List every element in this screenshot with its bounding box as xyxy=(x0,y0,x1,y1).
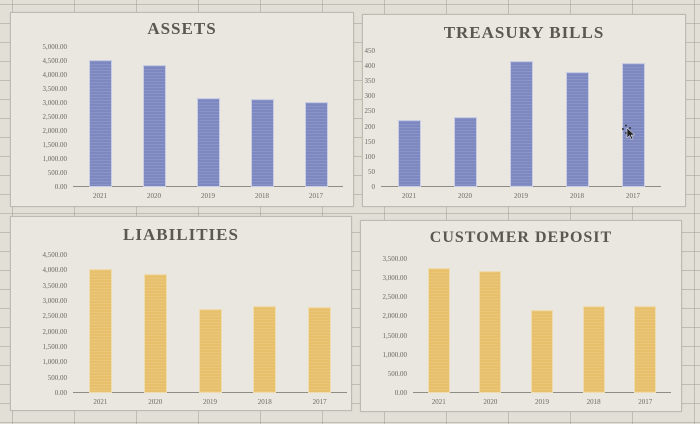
bar-2017[interactable] xyxy=(309,308,331,392)
bar-2020[interactable] xyxy=(143,65,165,186)
y-axis-tick-label: 3,000.00 xyxy=(382,274,408,283)
x-axis-line xyxy=(73,392,347,393)
assets-chart[interactable]: ASSETS 0.00 500.00 1,000.00 1,500.00 2,000.00… xyxy=(10,12,354,207)
x-axis-line xyxy=(413,392,671,393)
y-axis-tick-label: 400 xyxy=(364,62,376,71)
move-cursor-icon xyxy=(622,124,636,140)
y-axis-tick-label: 2,000.00 xyxy=(42,127,68,135)
y-axis-tick-label: 1,000.00 xyxy=(42,358,68,367)
y-axis-tick-label: 3,500.00 xyxy=(42,281,68,290)
bar-2018[interactable] xyxy=(254,307,276,392)
bar-2017[interactable] xyxy=(305,103,327,186)
y-axis-tick-label: 150 xyxy=(364,137,376,146)
y-axis-tick-label: 450 xyxy=(364,47,376,55)
y-axis-tick-label: 4,500.00 xyxy=(42,251,68,259)
chart-title: TREASURY BILLS xyxy=(443,23,605,42)
bar-2019[interactable] xyxy=(199,310,221,392)
bar-2019[interactable] xyxy=(510,62,532,186)
x-axis-tick-label: 2021 xyxy=(431,398,446,406)
plot-area: 0.00 500.00 1,000.00 1,500.00 2,000.00 2,500.… xyxy=(43,43,343,200)
y-axis-tick-label: 250 xyxy=(364,107,376,116)
bar-2021[interactable] xyxy=(428,269,449,392)
bar-2021[interactable] xyxy=(398,121,420,186)
x-axis-tick-label: 2019 xyxy=(203,398,217,406)
x-axis-line xyxy=(73,186,343,187)
y-axis-tick-label: 350 xyxy=(364,77,376,86)
x-axis-tick-label: 2019 xyxy=(514,192,528,200)
bar-2018[interactable] xyxy=(251,100,273,186)
y-axis-tick-label: 500.00 xyxy=(47,373,67,382)
y-axis-tick-label: 1,000.00 xyxy=(42,155,68,163)
bar-2018[interactable] xyxy=(566,72,588,186)
chart-title: CUSTOMER DEPOSIT xyxy=(429,229,613,246)
x-axis-tick-label: 2017 xyxy=(309,192,323,200)
bar-2017[interactable] xyxy=(622,63,644,186)
bar-2020[interactable] xyxy=(454,118,476,186)
y-axis-tick-label: 0.00 xyxy=(54,183,67,191)
bar-2018[interactable] xyxy=(583,307,604,392)
chart-title: LIABILITIES xyxy=(123,225,239,244)
y-axis-tick-label: 3,500.00 xyxy=(382,255,408,263)
plot-area: 0 50 100 150 200 250 300 350 400 450 2021 2020 2019 2… xyxy=(365,47,661,200)
y-axis-tick-label: 4,000.00 xyxy=(42,266,68,275)
bar-2017[interactable] xyxy=(635,307,656,392)
y-axis-tick-label: 5,000.00 xyxy=(42,43,68,51)
x-axis-tick-label: 2017 xyxy=(312,398,327,406)
x-axis-tick-label: 2018 xyxy=(257,398,272,406)
x-axis-tick-label: 2021 xyxy=(93,192,107,200)
x-axis-tick-label: 2020 xyxy=(458,192,472,200)
y-axis-tick-label: 4,000.00 xyxy=(42,71,68,79)
y-axis-tick-label: 50 xyxy=(368,167,375,176)
bar-2019[interactable] xyxy=(532,311,552,392)
y-axis-tick-label: 500.00 xyxy=(387,369,407,378)
bar-2020[interactable] xyxy=(480,272,501,392)
y-axis-tick-label: 1,000.00 xyxy=(382,350,408,359)
bar-2019[interactable] xyxy=(197,99,219,186)
liabilities-chart[interactable]: LIABILITIES 0.00 500.00 1,000.00 1,500.00 2,0… xyxy=(10,216,352,411)
y-axis-tick-label: 3,000.00 xyxy=(42,99,68,107)
x-axis-tick-label: 2020 xyxy=(483,398,498,406)
y-axis-tick-label: 2,000.00 xyxy=(42,327,68,336)
bar-2021[interactable] xyxy=(89,60,111,186)
bar-2021[interactable] xyxy=(89,270,111,392)
y-axis-tick-label: 2,500.00 xyxy=(382,293,408,302)
y-axis-tick-label: 2,000.00 xyxy=(382,312,408,321)
x-axis-tick-label: 2020 xyxy=(148,398,163,406)
y-axis-tick-label: 3,500.00 xyxy=(42,85,68,93)
plot-area: 0.00 500.00 1,000.00 1,500.00 2,000.00 2,500.… xyxy=(43,251,347,406)
y-axis-tick-label: 1,500.00 xyxy=(382,331,408,340)
x-axis-tick-label: 2021 xyxy=(402,192,416,200)
y-axis-tick-label: 1,500.00 xyxy=(42,343,68,351)
y-axis-tick-label: 500.00 xyxy=(47,169,67,177)
y-axis-tick-label: 0.00 xyxy=(54,389,67,397)
y-axis-tick-label: 3,000.00 xyxy=(42,297,68,305)
x-axis-tick-label: 2019 xyxy=(535,398,549,406)
y-axis-tick-label: 2,500.00 xyxy=(42,312,68,321)
y-axis-tick-label: 2,500.00 xyxy=(42,113,68,121)
bar-2020[interactable] xyxy=(144,275,166,392)
x-axis-tick-label: 2017 xyxy=(638,398,653,406)
chart-title: ASSETS xyxy=(147,19,217,38)
x-axis-tick-label: 2020 xyxy=(147,192,161,200)
y-axis-tick-label: 200 xyxy=(364,122,376,131)
y-axis-tick-label: 100 xyxy=(364,152,376,161)
treasury-bills-chart[interactable]: TREASURY BILLS 0 50 100 150 200 250 300 350 400 45… xyxy=(362,14,686,207)
x-axis-tick-label: 2018 xyxy=(586,398,601,406)
x-axis-tick-label: 2017 xyxy=(626,192,640,200)
x-axis-tick-label: 2019 xyxy=(201,192,215,200)
x-axis-tick-label: 2021 xyxy=(93,398,108,406)
plot-area: 0.00 500.00 1,000.00 1,500.00 2,000.00 2,500.… xyxy=(383,255,671,406)
y-axis-tick-label: 0.00 xyxy=(394,389,407,397)
x-axis-tick-label: 2018 xyxy=(570,192,584,200)
y-axis-tick-label: 300 xyxy=(364,92,376,101)
y-axis-tick-label: 4,500.00 xyxy=(42,57,68,65)
y-axis-tick-label: 1,500.00 xyxy=(42,141,68,149)
x-axis-line xyxy=(381,186,661,187)
y-axis-tick-label: 0 xyxy=(371,183,376,191)
x-axis-tick-label: 2018 xyxy=(255,192,269,200)
customer-deposit-chart[interactable]: CUSTOMER DEPOSIT 0.00 500.00 1,000.00 1,500.… xyxy=(360,220,682,412)
